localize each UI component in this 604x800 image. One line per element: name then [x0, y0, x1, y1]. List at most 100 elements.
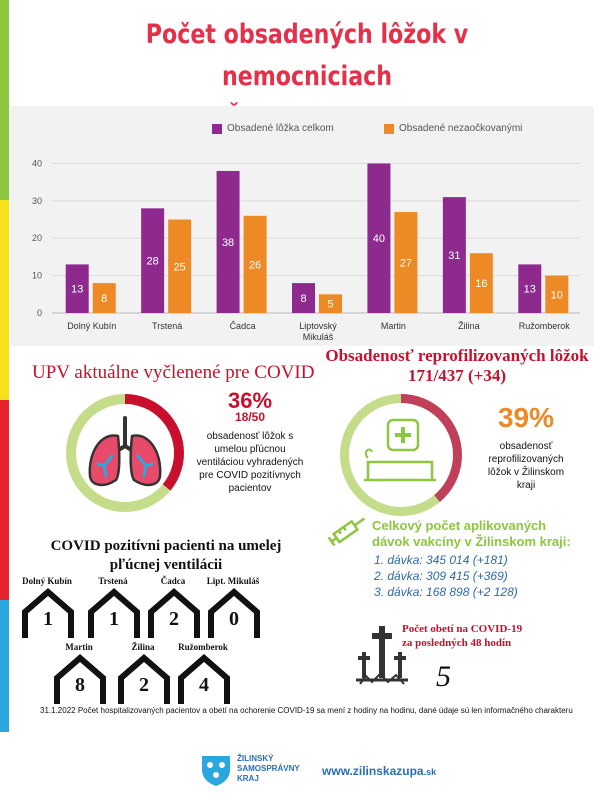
bar-value-label: 10 — [551, 289, 563, 301]
website-tld: .sk — [423, 767, 437, 777]
side-stripe-red — [0, 400, 9, 600]
coat-of-arms-icon — [202, 756, 230, 786]
legend-swatch-total — [212, 123, 222, 134]
upv-percent: 36% — [227, 388, 273, 413]
y-tick-label: 40 — [32, 158, 42, 168]
vaccine-dose-value: 345 014 (+181) — [426, 553, 508, 567]
bar-value-label: 13 — [71, 284, 83, 296]
bar-total — [442, 197, 466, 313]
region-logo-text: ŽILINSKÝ SAMOSPRÁVNY KRAJ — [237, 754, 300, 784]
y-tick-label: 0 — [37, 308, 42, 318]
house-icon — [118, 654, 170, 704]
ventilated-heading-line: COVID pozitívni pacienti na umelej — [50, 538, 282, 554]
hospital-name: Trstená — [98, 576, 128, 586]
vaccine-dose-list: 1. dávka: 345 014 (+181) 2. dávka: 309 41… — [374, 552, 604, 600]
x-tick-label: Ružomberok — [519, 321, 571, 331]
hospital-name: Čadca — [160, 576, 186, 586]
deaths-label-line: Počet obetí na COVID-19 — [402, 623, 523, 635]
vaccine-dose-row: 1. dávka: 345 014 (+181) — [374, 552, 604, 568]
upv-description-line: pre COVID pozitívnych — [199, 470, 301, 481]
logo-line-1: ŽILINSKÝ — [237, 754, 274, 763]
bar-value-label: 13 — [524, 284, 536, 296]
bar-value-label: 31 — [448, 250, 460, 262]
deaths-label: Počet obetí na COVID-19 za posledných 48 … — [402, 622, 552, 650]
y-tick-label: 30 — [32, 196, 42, 206]
house-icon — [88, 588, 140, 638]
y-tick-label: 20 — [32, 233, 42, 243]
side-stripe-yellow — [0, 200, 9, 400]
vaccine-dose-value: 309 415 (+369) — [426, 569, 508, 583]
hospital-name: Žilina — [131, 642, 155, 652]
legend-swatch-unvaccinated — [384, 123, 394, 134]
legend-item-unvaccinated: Obsadené nezaočkovanými — [384, 123, 522, 134]
upv-description-line: pacientov — [228, 483, 272, 494]
y-tick-label: 10 — [32, 271, 42, 281]
bar-unvaccinated — [545, 275, 569, 313]
x-tick-label: Trstená — [152, 321, 182, 331]
upv-description-line: umelou pľúcnou — [214, 444, 286, 455]
bar-total — [367, 163, 391, 313]
bar-value-label: 5 — [327, 299, 333, 311]
bar-value-label: 16 — [475, 278, 487, 290]
house-icon — [22, 588, 74, 638]
vaccine-dose-value: 168 898 (+2 128) — [426, 585, 518, 599]
hospital-count: 2 — [139, 674, 149, 696]
reprof-description-line: lôžok v Žilinskom — [487, 467, 565, 478]
ventilated-heading-line: pľúcnej ventilácii — [109, 557, 223, 573]
deaths-count: 5 — [436, 660, 451, 693]
bar-unvaccinated — [92, 283, 116, 313]
reprof-description-line: reprofilizovaných — [488, 454, 564, 465]
hospital-count: 1 — [109, 608, 119, 630]
house-icon — [54, 654, 106, 704]
bar-unvaccinated — [243, 215, 267, 313]
vaccine-dose-row: 2. dávka: 309 415 (+369) — [374, 568, 604, 584]
bar-unvaccinated — [319, 294, 342, 313]
vaccine-dose-label: 2. dávka: — [374, 569, 427, 583]
x-tick-label: Liptovský — [299, 321, 337, 331]
side-stripe-blue — [0, 600, 9, 800]
hospital-count: 8 — [75, 674, 85, 696]
side-stripe-green — [0, 0, 9, 200]
reprof-heading: Obsadenosť reprofilizovaných lôžok 171/4… — [310, 346, 604, 386]
footnote: 31.1.2022 Počet hospitalizovaných pacien… — [40, 706, 573, 715]
bar-value-label: 28 — [147, 256, 159, 268]
logo-line-3: KRAJ — [237, 774, 259, 783]
hospital-count: 0 — [229, 608, 239, 630]
reprof-percent: 39% — [497, 402, 555, 433]
deaths-label-line: za posledných 48 hodín — [402, 637, 512, 649]
legend-item-total: Obsadené lôžka celkom — [212, 123, 334, 134]
reprof-description: obsadenosť reprofilizovaných lôžok v Žilin… — [470, 440, 582, 492]
vaccine-heading: Celkový počet aplikovaných dávok vakcíny … — [372, 518, 602, 550]
x-tick-label: Žilina — [458, 321, 480, 331]
hospital-count: 2 — [169, 608, 179, 630]
x-tick-label: Martin — [381, 321, 406, 331]
hospital-name: Martin — [65, 642, 93, 652]
hospital-bed-icon — [364, 418, 436, 482]
x-tick-label: Čadca — [230, 321, 256, 331]
logo-line-2: SAMOSPRÁVNY — [237, 764, 300, 773]
bar-unvaccinated — [168, 219, 192, 313]
hospital-name: Dolný Kubín — [22, 576, 72, 586]
upv-heading: UPV aktuálne vyčlenené pre COVID — [32, 362, 315, 383]
bar-unvaccinated — [394, 212, 418, 313]
legend-label-total: Obsadené lôžka celkom — [227, 123, 334, 134]
website-link[interactable]: www.zilinskazupa.sk — [322, 764, 436, 778]
reprof-description-line: obsadenosť — [499, 441, 553, 452]
bar-total — [141, 208, 165, 313]
vaccine-dose-row: 3. dávka: 168 898 (+2 128) — [374, 584, 604, 600]
reprof-subheading: 171/437 (+34) — [408, 366, 506, 385]
upv-fraction: 18/50 — [234, 410, 266, 424]
hospital-name: Ružomberok — [178, 642, 228, 652]
house-icon — [178, 654, 230, 704]
hospital-count: 4 — [199, 674, 209, 696]
x-tick-label: Mikuláš — [303, 332, 334, 342]
title-line-1: Počet obsadených lôžok v nemocniciach — [145, 19, 469, 92]
bar-total — [216, 170, 240, 313]
bar-value-label: 40 — [373, 233, 385, 245]
house-icon — [208, 588, 260, 638]
vaccine-heading-line: Celkový počet aplikovaných — [372, 518, 547, 533]
upv-description: obsadenosť lôžok s umelou pľúcnou ventilác… — [186, 430, 314, 495]
bar-total — [518, 264, 542, 313]
bar-total — [292, 283, 315, 313]
bar-unvaccinated — [469, 253, 493, 313]
